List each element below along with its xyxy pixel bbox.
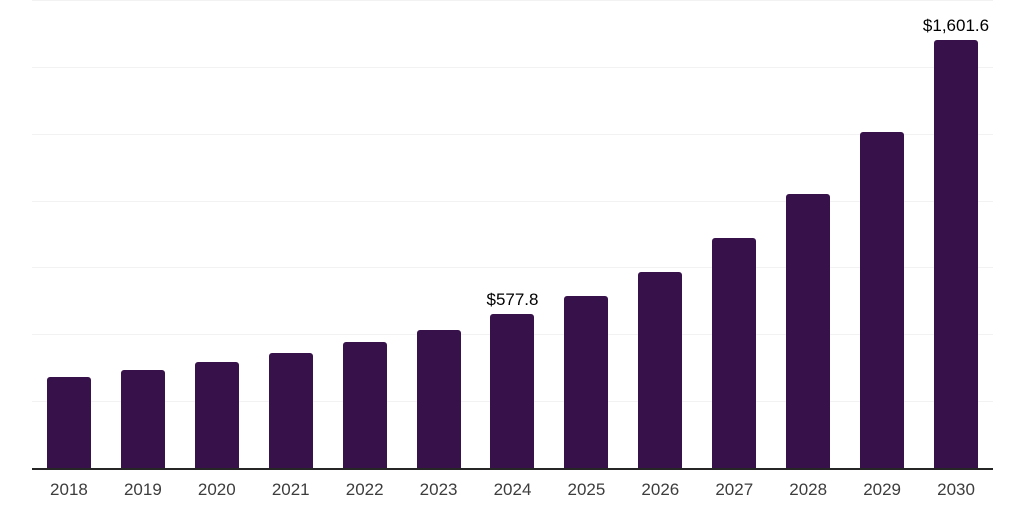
bar-group-2028	[771, 0, 845, 468]
x-tick-2028: 2028	[789, 480, 828, 499]
bar-group-2027	[697, 0, 771, 468]
x-tick-2018: 2018	[50, 480, 88, 499]
bar-group-2030: $1,601.6	[919, 0, 993, 468]
bar-2019	[120, 370, 165, 468]
bar-group-2024: $577.8	[476, 0, 550, 468]
x-tick-2023: 2023	[419, 480, 458, 499]
bar-series: $577.8 $1,601.6	[32, 0, 993, 468]
gridline-1500	[32, 66, 993, 68]
x-tick-2026: 2026	[641, 480, 680, 499]
x-tick-2029: 2029	[863, 480, 902, 499]
gridline-1000	[32, 200, 993, 202]
x-tick-2022: 2022	[345, 480, 384, 499]
bar-2022	[342, 341, 387, 468]
bar-2029	[860, 131, 905, 468]
bar-2021	[268, 352, 313, 468]
bar-2023	[416, 330, 461, 468]
data-label-2030: $1,601.6	[922, 15, 990, 35]
gridline-1750	[32, 0, 993, 1]
bar-2024	[490, 313, 535, 468]
x-tick-2025: 2025	[567, 480, 606, 499]
bar-2030	[934, 39, 979, 468]
x-axis-tick-labels: 2018 2019 2020 2021 2022 2023 2024 2025 2026 2027…	[32, 480, 993, 500]
bar-2028	[786, 193, 831, 468]
x-tick-2019: 2019	[123, 480, 162, 499]
bar-group-2022	[328, 0, 402, 468]
gridline-750	[32, 267, 993, 269]
gridline-1250	[32, 133, 993, 135]
x-tick-2024: 2024	[493, 480, 532, 499]
bar-group-2026	[623, 0, 697, 468]
bar-group-2023	[402, 0, 476, 468]
bar-2018	[46, 377, 91, 468]
x-tick-2021: 2021	[271, 480, 310, 499]
bar-2027	[712, 238, 757, 468]
x-tick-2027: 2027	[715, 480, 754, 499]
bar-group-2029	[845, 0, 919, 468]
x-tick-2020: 2020	[197, 480, 236, 499]
bar-2026	[638, 272, 683, 468]
bar-2025	[564, 296, 609, 468]
bar-group-2020	[180, 0, 254, 468]
x-tick-2030: 2030	[937, 480, 975, 499]
plot-area: $577.8 $1,601.6	[32, 0, 993, 470]
data-label-2024: $577.8	[486, 289, 539, 309]
bar-group-2025	[549, 0, 623, 468]
bar-2020	[194, 361, 239, 468]
bar-group-2019	[106, 0, 180, 468]
bar-group-2018	[32, 0, 106, 468]
bar-group-2021	[254, 0, 328, 468]
